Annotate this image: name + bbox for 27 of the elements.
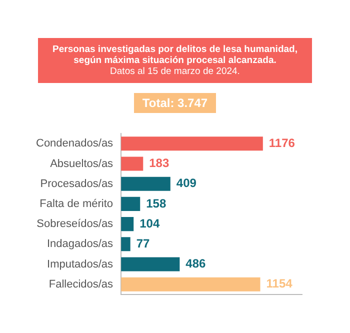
y-tick-label: Absueltos/as bbox=[50, 158, 114, 170]
bar bbox=[121, 217, 134, 232]
y-tick-label: Indagados/as bbox=[46, 238, 114, 250]
text: Total: 3.747 bbox=[134, 93, 216, 113]
y-tick-label: Sobreseídos/as bbox=[36, 218, 114, 230]
bar bbox=[121, 196, 140, 211]
data-label: 183 bbox=[149, 156, 170, 170]
chart-title: Personas investigadas por delitos de lesa humanidad, según máxima situación procesal alcanzada. bbox=[52, 44, 298, 66]
data-label: 158 bbox=[146, 196, 166, 210]
data-label: 77 bbox=[136, 236, 150, 250]
y-tick-label: Fallecidos/as bbox=[48, 278, 114, 290]
data-label: 104 bbox=[140, 216, 160, 230]
bar bbox=[121, 136, 263, 151]
bar bbox=[121, 176, 170, 191]
y-tick-label: Condenados/as bbox=[36, 138, 114, 150]
y-tick-label: Imputados/as bbox=[47, 258, 114, 270]
data-label: 486 bbox=[186, 256, 206, 271]
bar bbox=[121, 257, 180, 272]
data-label: 1176 bbox=[268, 136, 296, 150]
chart-subtitle: Datos al 15 de marzo de 2024. bbox=[109, 66, 241, 77]
bar bbox=[121, 156, 144, 171]
y-tick-label: Procesados/as bbox=[40, 178, 114, 190]
bar bbox=[121, 277, 260, 292]
data-label: 1154 bbox=[266, 276, 293, 291]
y-tick-label: Falta de mérito bbox=[40, 198, 114, 210]
data-label: 409 bbox=[176, 176, 197, 190]
bar bbox=[121, 237, 130, 252]
